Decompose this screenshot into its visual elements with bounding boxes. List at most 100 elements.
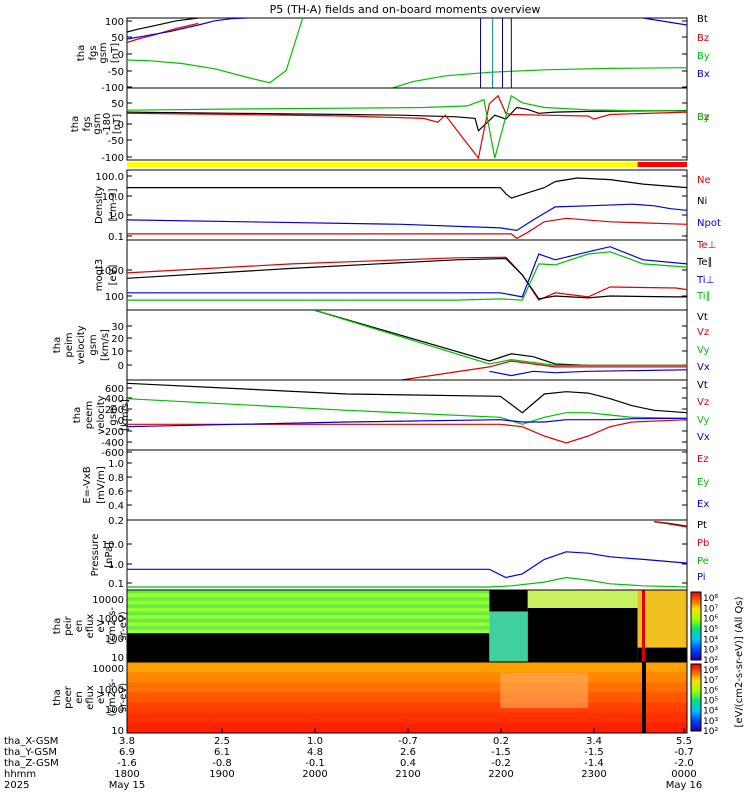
xaxis-tick-label: 2.6: [400, 747, 416, 758]
colorbar-tick-label: 10⁷: [703, 676, 718, 686]
legend-label: By: [697, 51, 710, 62]
ytick-label: 400: [105, 394, 124, 405]
panel-frame: [126, 309, 688, 381]
xaxis-tick-label: 0.2: [493, 736, 509, 747]
ytick-label: 0.2: [108, 516, 124, 527]
legend-label: Bx: [697, 69, 710, 80]
xaxis-tick-label: 3.4: [586, 736, 602, 747]
ytick-label: 1.0: [108, 211, 124, 222]
ylabel-line: -180: [102, 113, 113, 136]
ion-spectro-band: [127, 593, 490, 598]
ytick-label: 1.0: [108, 459, 124, 470]
xaxis-tick-label: 5.5: [676, 736, 692, 747]
ylabel-line: gsm: [98, 42, 109, 63]
xaxis-tick-label: 6.9: [119, 747, 135, 758]
ion-spectro-band: [127, 611, 490, 616]
xaxis-tick-label: 1.0: [307, 736, 323, 747]
legend-label: Ne: [697, 175, 711, 186]
ytick-label: 10: [111, 347, 124, 358]
legend-label: Bz: [697, 112, 709, 123]
colorbar: [690, 591, 702, 661]
series-line-Vz: [127, 419, 687, 444]
xaxis-row-label: tha_Z-GSM: [4, 758, 59, 769]
ytick-label: -600: [101, 448, 124, 459]
ytick-label: 50: [111, 99, 124, 110]
xaxis-tick-label: 2200: [488, 769, 513, 780]
series-line-By: [127, 94, 687, 159]
ion-spectro-band: [127, 618, 490, 623]
xaxis-row-label: tha_X-GSM: [4, 736, 58, 747]
legend-label: Ey: [697, 477, 709, 488]
series-line-Pi: [127, 551, 687, 579]
xaxis-year: 2025: [4, 780, 29, 791]
panel-frame: [126, 519, 688, 591]
panel-temp: moqt3 [eV]1000 100 Te⊥ Te∥ Ti⊥ Ti∥: [94, 239, 716, 311]
ylabel-line: en: [74, 691, 85, 704]
ytick-label: 100: [105, 634, 124, 645]
ylabel-line: velocity: [76, 325, 87, 364]
colorbar-tick-label: 10²: [703, 727, 718, 737]
ytick-label: 10.0: [102, 540, 124, 551]
ion-spectro-band: [127, 604, 490, 609]
ytick-label: 10000: [92, 664, 124, 675]
series-group: [127, 94, 687, 160]
ylabel-line: [nPa]: [104, 542, 115, 568]
ytick-label: -100: [101, 153, 124, 164]
series-line-Npot: [127, 203, 687, 232]
legend-label: Te∥: [696, 257, 713, 268]
figure-title: P5 (TH-A) fields and on-board moments ov…: [270, 3, 541, 16]
ele-spectro-stripe: [641, 662, 646, 733]
legend-label: Ni: [697, 196, 707, 207]
legend-label: Vx: [697, 432, 710, 443]
xaxis-row-label: hhmm: [4, 769, 36, 780]
panel-pressure: Pressure [nPa]10.0 1.0 0.1 Pt Pb Pe Pi: [90, 519, 709, 591]
ytick-label: 20: [111, 334, 124, 345]
ele-spectro-band: [500, 672, 589, 709]
ion-spectro-dark: [527, 608, 638, 662]
status-bar-red: [637, 162, 687, 167]
panel-frame: [126, 17, 688, 89]
ylabel-line: tha: [52, 337, 63, 353]
series-line-Vx: [489, 369, 687, 377]
ylabel-line: [mV/m]: [96, 466, 107, 504]
series-line-Vz: [401, 360, 687, 380]
panel-peem: tha peem velocity gsm [km/s] 6004002000-200-4…: [72, 379, 710, 459]
ylabel-line: gsm: [88, 334, 99, 355]
colorbar-tick-label: 10³: [703, 717, 718, 727]
series-line-By: [127, 18, 304, 84]
ytick-label: -50: [108, 136, 124, 147]
xaxis-tick-label: -1.5: [491, 747, 511, 758]
series-line-Vy: [127, 398, 687, 425]
legend-label: Pe: [697, 556, 709, 567]
series-line-Ti⊥: [127, 246, 687, 298]
ion-spectro-band: [127, 626, 490, 631]
series-line-Vy: [313, 310, 687, 366]
colorbar-tick-label: 10⁴: [703, 707, 718, 717]
ylabel-line: tha: [52, 689, 63, 705]
ytick-label: 0.1: [108, 579, 124, 590]
colorbar-tick-label: 10⁵: [703, 697, 718, 707]
ytick-label: 100: [105, 705, 124, 716]
legend-label: Vz: [697, 397, 709, 408]
ylabel-line: [cm-3]: [108, 188, 119, 221]
ylabel-line: gsm: [108, 404, 119, 425]
ytick-label: 1.0: [108, 560, 124, 571]
ion-spectro-band: [127, 590, 490, 595]
colorbar: [690, 663, 702, 732]
series-line-Pe: [127, 576, 687, 588]
ion-spectro-dark: [637, 647, 687, 662]
xaxis-tick-label: -0.2: [491, 758, 511, 769]
legend-label: Vy: [697, 345, 710, 356]
ele-spectro-band: [127, 702, 687, 714]
ylabel-line: peem: [84, 401, 95, 429]
xaxis-row-label: tha_Y-GSM: [4, 747, 57, 758]
colorbar-tick-label: 10⁸: [703, 666, 718, 676]
series-group: [127, 18, 687, 88]
ylabel-line: (cm2-s-: [107, 607, 118, 645]
colorbar-tick-label: 10³: [703, 646, 718, 656]
xaxis-tick-label: 2000: [302, 769, 327, 780]
xaxis-tick-label: 0000: [671, 769, 696, 780]
ylabel-line: sr-eV): [118, 683, 129, 712]
ion-spectro-band: [127, 629, 490, 634]
